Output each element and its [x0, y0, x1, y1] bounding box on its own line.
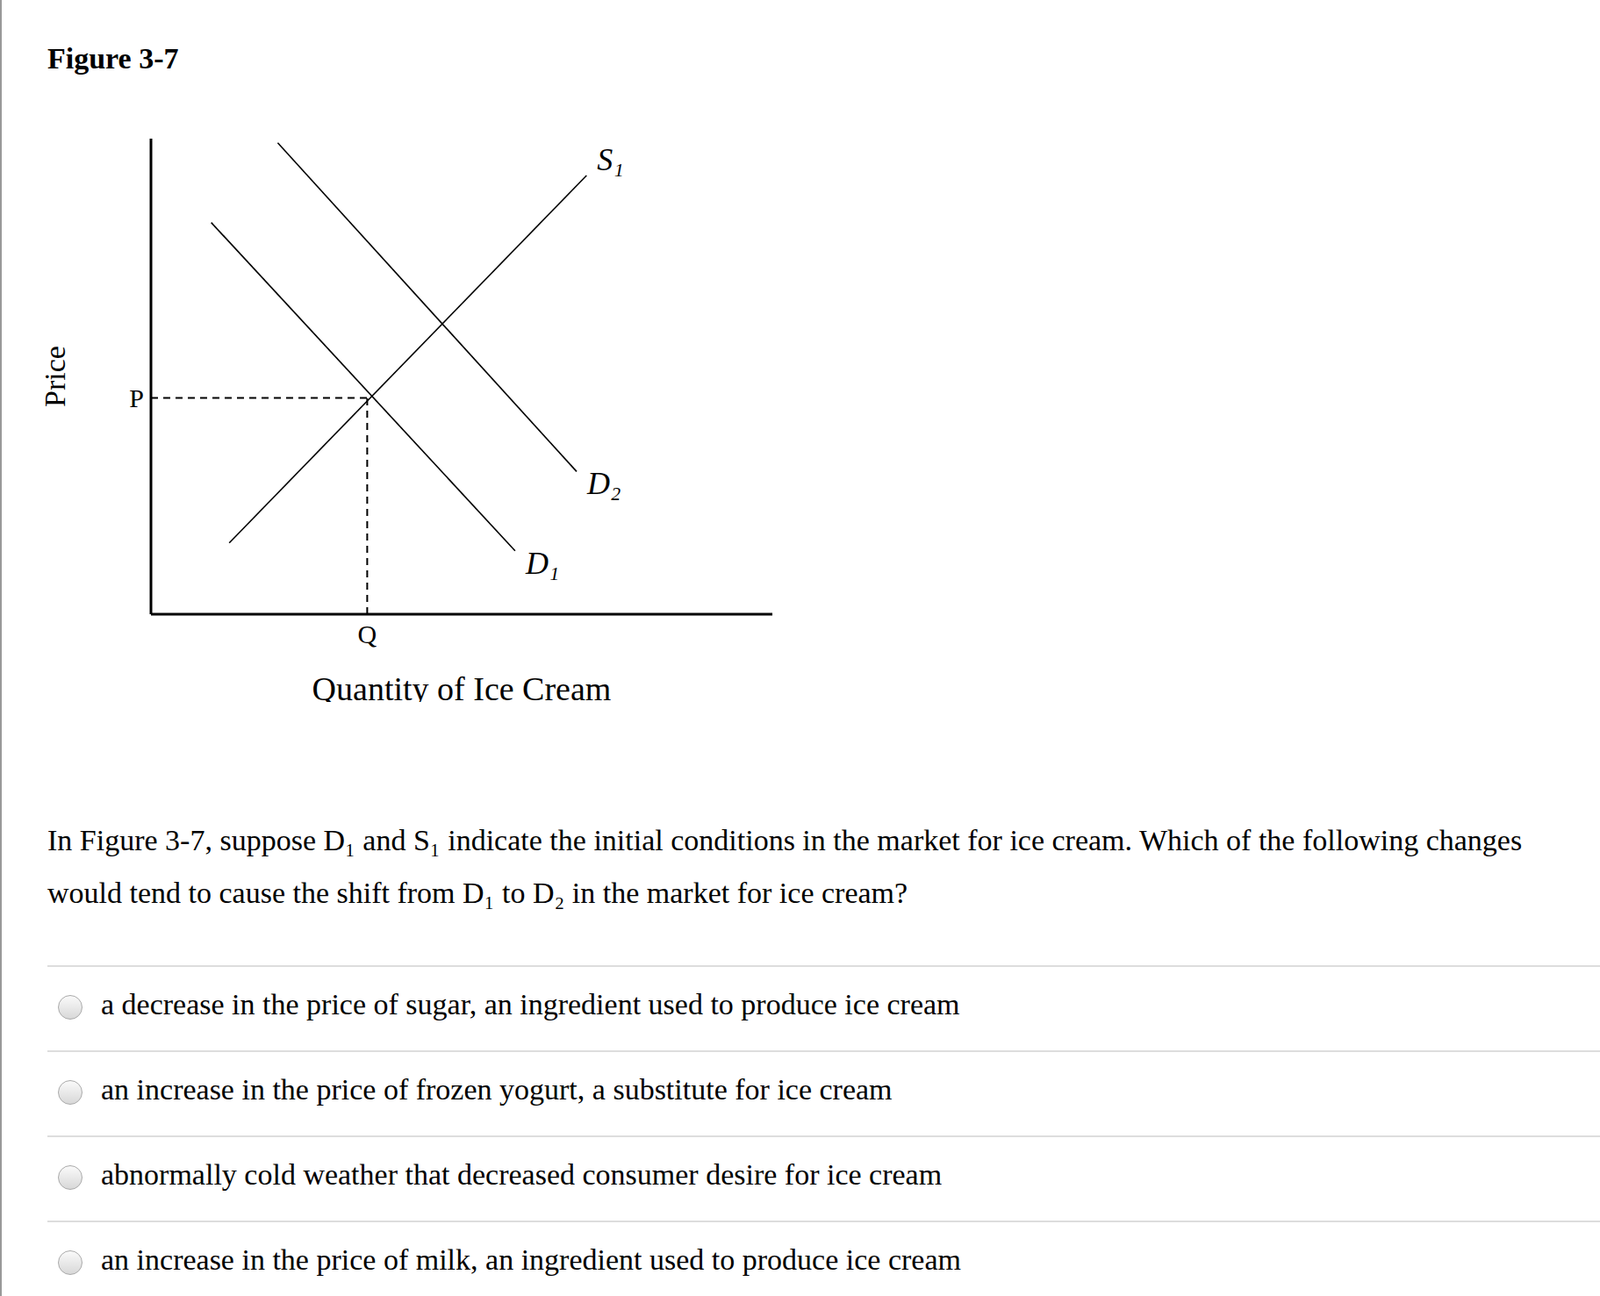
html-text:an increase in the price of fr: an increase in the price of frozen yogur…: [100, 1073, 893, 1106]
svg-text:D₂: D₂: [586, 466, 622, 502]
html-text:abnormally cold weather that d: abnormally cold weather that decreased c…: [100, 1158, 942, 1192]
svg-text:Q: Q: [358, 619, 378, 649]
svg-text:D₁: D₁: [524, 545, 560, 582]
html-text:a decrease in the price of sug: a decrease in the price of sugar, an ing…: [100, 988, 960, 1021]
svg-text:Quantity of Ice Cream: Quantity of Ice Cream: [312, 670, 612, 703]
svg-text:S₁: S₁: [596, 142, 625, 178]
html-text:Figure 3-7: Figure 3-7: [47, 42, 179, 75]
svg-text:P: P: [129, 383, 144, 413]
html-text:In Figure 3-7, suppose D₁ and: In Figure 3-7, suppose D₁ and S₁ indicat…: [47, 824, 1523, 910]
html-text:an increase in the price of mi: an increase in the price of milk, an ing…: [100, 1243, 961, 1277]
svg-text:Price: Price: [38, 345, 72, 408]
